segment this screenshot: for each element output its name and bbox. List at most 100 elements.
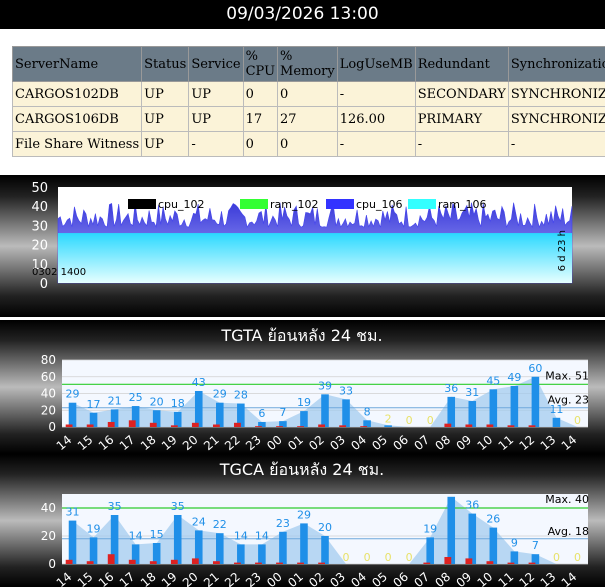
table-cell: SYNCHRONIZED [507,106,605,132]
max-label: Max. 40 [545,493,589,506]
column-header: Status [141,46,190,82]
table-header-row: ServerName Status Service% CPU% Memory LogU… [11,46,605,82]
secondary-bar [507,562,515,564]
data-label: 36 [444,382,458,395]
data-label: 29 [66,388,80,401]
secondary-bar [318,424,325,427]
bar [237,403,245,427]
bar [194,390,203,427]
data-label: 0 [574,551,581,564]
secondary-bar [107,554,115,564]
data-label: 0 [406,551,413,564]
secondary-bar [276,426,283,427]
data-label: 19 [297,396,311,409]
legend-swatch [128,199,156,209]
y-tick-label: 20 [31,239,48,254]
data-label: 21 [108,394,122,407]
data-label: 20 [150,395,164,408]
table-cell: 0 [277,81,338,107]
bar [300,523,308,564]
secondary-bar [339,425,347,427]
data-label: 35 [171,500,185,513]
y-tick-label: 20 [41,403,56,417]
y-tick-label: 60 [41,370,56,384]
data-label: 36 [465,499,479,512]
table-cell: 0 [242,81,279,107]
legend-label: cpu_106 [356,198,403,211]
secondary-bar [444,557,452,564]
y-tick-label: 30 [31,219,48,234]
secondary-bar [170,559,178,564]
secondary-bar [360,426,368,427]
data-label: 26 [486,513,500,526]
data-label: 24 [192,515,206,528]
bar [447,496,456,564]
data-label: 17 [87,398,101,411]
secondary-bar [297,426,304,427]
data-label: 25 [129,391,143,404]
bar [468,513,477,564]
data-label: 43 [192,376,206,389]
tgta-title: TGTA ย้อนหลัง 24 ชม. [220,326,382,345]
table-cell: UP [141,106,190,132]
secondary-bar [149,422,157,427]
table-cell: SECONDARY [414,81,509,107]
datetime-header: 09/03/2026 13:00 [0,0,605,29]
data-label: 18 [171,397,185,410]
secondary-bar [170,425,178,427]
bar [68,520,77,564]
y-tick-label: 50 [31,181,48,196]
start-annotation: 0302 1400 [32,267,86,278]
secondary-bar [128,559,136,564]
bar [152,410,161,427]
legend-swatch [408,199,436,209]
data-label: 20 [318,521,332,534]
data-label: 31 [465,386,479,399]
secondary-bar [65,559,73,564]
server-status-table: ServerName Status Service% CPU% Memory LogU… [11,46,605,157]
data-label: 15 [150,528,164,541]
bar [216,402,224,427]
bar [489,389,498,427]
table-body: CARGOS102DBUPUP00-SECONDARYSYNCHRONIZEDC… [11,81,605,157]
secondary-bar [486,424,494,427]
table-row: CARGOS106DB UP UP 17 27 126.00 PRIMARY SYNCHRON… [11,106,605,132]
secondary-bar [255,562,262,564]
secondary-bar [191,422,199,427]
secondary-bar [318,562,325,564]
column-header: ServerName [11,46,143,82]
legend-label: ram_102 [270,198,318,211]
bar [110,409,119,427]
data-label: 6 [258,407,265,420]
bar [426,537,434,564]
bar [489,527,498,564]
data-label: 2 [385,412,392,425]
bar [194,530,203,564]
bar [510,551,519,564]
y-tick-label: 40 [41,387,56,401]
bar [552,417,561,427]
table-cell: 126.00 [336,106,416,132]
performance-chart: 0 10 20 30 40 50 cpu_102 ram_102 cpu_106 ram_106 0… [0,175,605,317]
data-label: 0 [574,414,581,427]
secondary-bar [149,561,157,564]
duration-annotation: 6 d 23 h [557,230,568,271]
y-tick-label: 40 [31,200,48,215]
secondary-bar [107,421,115,427]
data-label: 14 [129,529,143,542]
column-header: % CPU [242,46,279,82]
bar [173,515,182,564]
data-label: 39 [318,379,332,392]
bar [384,425,392,427]
data-label: 0 [364,551,371,564]
data-label: 0 [427,414,434,427]
column-header: Synchronization [507,46,605,82]
table-cell: UP [141,131,190,157]
secondary-bar [65,424,73,427]
bar [68,402,77,427]
bar [321,536,329,564]
data-label: 7 [532,539,539,552]
table-cell: 27 [277,106,338,132]
table-cell: UP [188,106,244,132]
y-tick-label: 0 [48,420,56,434]
